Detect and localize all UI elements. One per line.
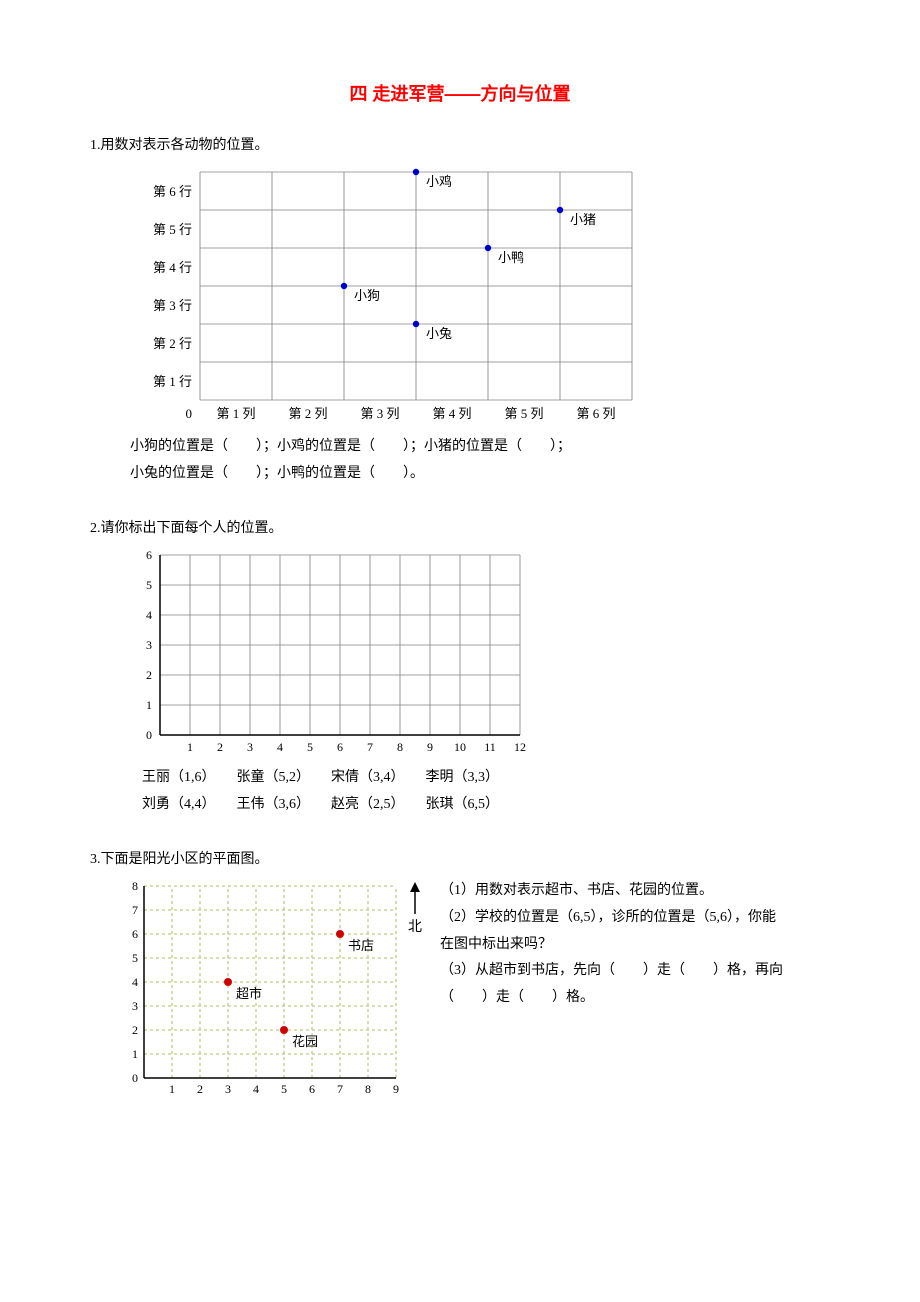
svg-text:第 2 列: 第 2 列 — [288, 406, 327, 421]
svg-text:2: 2 — [197, 1082, 203, 1096]
svg-text:花园: 花园 — [292, 1034, 318, 1049]
svg-text:第 6 行: 第 6 行 — [153, 184, 192, 199]
svg-text:4: 4 — [146, 608, 152, 622]
q3-sub-3a: （3）从超市到书店，先向（ ）走（ ）格，再向 — [440, 958, 830, 985]
page-title: 四 走进军营——方向与位置 — [90, 80, 830, 106]
svg-text:7: 7 — [367, 740, 373, 754]
svg-text:10: 10 — [454, 740, 466, 754]
svg-text:第 1 列: 第 1 列 — [216, 406, 255, 421]
svg-text:1: 1 — [169, 1082, 175, 1096]
svg-text:8: 8 — [365, 1082, 371, 1096]
q3-sub-1: （1）用数对表示超市、书店、花园的位置。 — [440, 878, 830, 905]
svg-text:0: 0 — [186, 406, 193, 421]
svg-text:3: 3 — [225, 1082, 231, 1096]
svg-text:8: 8 — [397, 740, 403, 754]
q2-people-row-2: 刘勇（4,4） 王伟（3,6） 赵亮（2,5） 张琪（6,5） — [142, 792, 830, 819]
svg-text:9: 9 — [393, 1082, 399, 1096]
svg-text:2: 2 — [217, 740, 223, 754]
svg-text:第 3 行: 第 3 行 — [153, 298, 192, 313]
svg-text:2: 2 — [132, 1023, 138, 1037]
q2-people-row-1: 王丽（1,6） 张童（5,2） 宋倩（3,4） 李明（3,3） — [142, 765, 830, 792]
q3-prompt: 3.下面是阳光小区的平面图。 — [90, 848, 830, 868]
svg-text:6: 6 — [146, 548, 152, 562]
svg-text:1: 1 — [146, 698, 152, 712]
north-label: 北 — [408, 916, 422, 936]
svg-text:3: 3 — [146, 638, 152, 652]
svg-text:6: 6 — [309, 1082, 315, 1096]
svg-text:小兔: 小兔 — [426, 326, 452, 341]
svg-text:第 6 列: 第 6 列 — [576, 406, 615, 421]
svg-text:3: 3 — [247, 740, 253, 754]
svg-text:书店: 书店 — [348, 938, 374, 953]
svg-text:小猪: 小猪 — [570, 212, 596, 227]
svg-text:0: 0 — [132, 1071, 138, 1085]
svg-text:小鸡: 小鸡 — [426, 174, 452, 189]
svg-text:8: 8 — [132, 879, 138, 893]
svg-text:第 2 行: 第 2 行 — [153, 336, 192, 351]
svg-text:11: 11 — [484, 740, 496, 754]
q1-prompt: 1.用数对表示各动物的位置。 — [90, 134, 830, 154]
svg-text:0: 0 — [146, 728, 152, 742]
svg-text:5: 5 — [132, 951, 138, 965]
q3-sub-3b: （ ）走（ ）格。 — [440, 985, 830, 1012]
svg-text:第 5 列: 第 5 列 — [504, 406, 543, 421]
svg-text:第 4 行: 第 4 行 — [153, 260, 192, 275]
svg-text:1: 1 — [132, 1047, 138, 1061]
q1-fill-line-1: 小狗的位置是（ ）；小鸡的位置是（ ）；小猪的位置是（ ）； — [130, 434, 830, 461]
svg-text:6: 6 — [132, 927, 138, 941]
svg-text:2: 2 — [146, 668, 152, 682]
svg-text:7: 7 — [132, 903, 138, 917]
q1-chart: 第 1 行 第 2 行 第 3 行 第 4 行 第 5 行 第 6 行第 1 列 第 2 列… — [130, 164, 830, 426]
svg-text:9: 9 — [427, 740, 433, 754]
svg-text:第 5 行: 第 5 行 — [153, 222, 192, 237]
q1-fill-line-2: 小兔的位置是（ ）；小鸭的位置是（ ）。 — [130, 461, 830, 488]
svg-text:第 1 行: 第 1 行 — [153, 374, 192, 389]
q2-chart: 0123456123456789101112 — [130, 547, 830, 757]
q3-chart: 0 1 2 3 4 5 6 7 8 1 2 3 4 5 6 7 8 9 超市 书店花园 — [118, 878, 408, 1098]
svg-text:1: 1 — [187, 740, 193, 754]
q3-sub-2b: 在图中标出来吗？ — [440, 932, 830, 959]
svg-text:第 4 列: 第 4 列 — [432, 406, 471, 421]
svg-text:7: 7 — [337, 1082, 343, 1096]
svg-text:5: 5 — [281, 1082, 287, 1096]
svg-text:5: 5 — [146, 578, 152, 592]
q3-sub-2a: （2）学校的位置是（6,5），诊所的位置是（5,6），你能 — [440, 905, 830, 932]
svg-text:小狗: 小狗 — [354, 288, 380, 303]
svg-text:4: 4 — [132, 975, 138, 989]
svg-text:5: 5 — [307, 740, 313, 754]
svg-text:4: 4 — [277, 740, 283, 754]
north-arrow-icon — [408, 882, 422, 916]
svg-text:3: 3 — [132, 999, 138, 1013]
svg-text:6: 6 — [337, 740, 343, 754]
svg-text:超市: 超市 — [236, 986, 262, 1001]
q2-prompt: 2.请你标出下面每个人的位置。 — [90, 517, 830, 537]
svg-text:第 3 列: 第 3 列 — [360, 406, 399, 421]
svg-text:12: 12 — [514, 740, 526, 754]
svg-text:4: 4 — [253, 1082, 259, 1096]
svg-text:小鸭: 小鸭 — [498, 250, 524, 265]
